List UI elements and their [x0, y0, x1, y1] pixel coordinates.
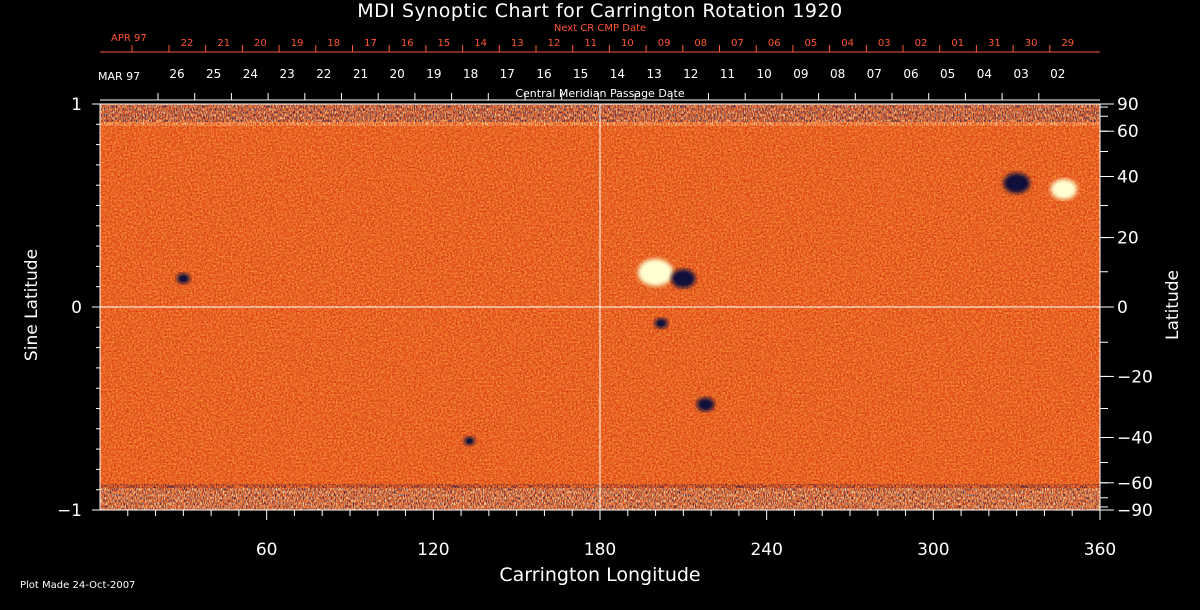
next-date-label: 20 [254, 38, 267, 49]
next-date-label: 13 [511, 38, 524, 49]
cmp-date-label: 20 [390, 67, 405, 81]
x-tick-label: 60 [256, 540, 278, 560]
active-region-core [677, 273, 690, 284]
active-region-core [701, 400, 710, 409]
cmp-date-label: 16 [536, 67, 551, 81]
cmp-date-label: Central Meridian Passage Date [515, 87, 685, 100]
cmp-date-label: 05 [940, 67, 955, 81]
cmp-date-label: 10 [757, 67, 772, 81]
y-tick-label-right: −20 [1117, 367, 1153, 387]
y-tick-label-right: −40 [1117, 428, 1153, 448]
plot-made-date: Plot Made 24-Oct-2007 [20, 580, 136, 591]
current-month-label: MAR 97 [98, 70, 141, 83]
next-date-label: 08 [694, 38, 707, 49]
cmp-date-label: 24 [243, 67, 258, 81]
cmp-date-label: 07 [867, 67, 882, 81]
active-region-core [180, 275, 187, 282]
cmp-date-label: 22 [316, 67, 331, 81]
next-date-label: 21 [217, 38, 230, 49]
active-region-core [466, 438, 473, 444]
x-tick-label: 240 [750, 540, 782, 560]
cmp-date-label: 06 [903, 67, 918, 81]
cmp-date-label: 11 [720, 67, 735, 81]
next-date-label: 30 [1025, 38, 1038, 49]
active-region-core [657, 320, 665, 326]
next-date-label: 22 [181, 38, 194, 49]
x-axis-label: Carrington Longitude [499, 564, 701, 586]
x-tick-label: 360 [1084, 540, 1116, 560]
cmp-date-label: 03 [1013, 67, 1028, 81]
y-tick-label-right: 20 [1117, 229, 1139, 249]
active-region-core [1010, 177, 1024, 189]
cmp-date-label: 15 [573, 67, 588, 81]
y-tick-label-right: 0 [1117, 298, 1128, 318]
y-tick-label-right: 40 [1117, 168, 1139, 188]
cmp-date-label: 02 [1050, 67, 1065, 81]
y-tick-label-right: 90 [1117, 95, 1139, 115]
cmp-date-label: 17 [500, 67, 515, 81]
cmp-date-label: 08 [830, 67, 845, 81]
next-date-label: 17 [364, 38, 377, 49]
next-date-label: 10 [621, 38, 634, 49]
next-date-label: 07 [731, 38, 744, 49]
y-tick-label-left: 1 [71, 95, 82, 115]
cmp-date-label: 19 [426, 67, 441, 81]
y-tick-label-right: 60 [1117, 122, 1139, 142]
next-cr-cmp-label: Next CR CMP Date [553, 23, 647, 34]
next-date-label: 12 [548, 38, 561, 49]
next-date-label: 31 [988, 38, 1001, 49]
y-tick-label-left: 0 [71, 298, 82, 318]
y-tick-label-right: −60 [1117, 474, 1153, 494]
chart-title: MDI Synoptic Chart for Carrington Rotati… [357, 0, 843, 22]
cmp-date-label: 26 [169, 67, 184, 81]
y-tick-label-right: −90 [1117, 501, 1153, 521]
x-tick-label: 300 [917, 540, 949, 560]
next-date-label: 11 [584, 38, 597, 49]
next-date-label: 09 [658, 38, 671, 49]
next-date-label: 01 [951, 38, 964, 49]
active-region-core [1057, 183, 1071, 195]
cmp-date-label: 12 [683, 67, 698, 81]
next-date-label: 14 [474, 38, 487, 49]
next-date-label: 04 [841, 38, 854, 49]
next-date-label: 15 [438, 38, 451, 49]
next-date-label: 16 [401, 38, 414, 49]
cmp-date-label: 18 [463, 67, 478, 81]
next-date-label: 05 [805, 38, 818, 49]
next-date-label: 19 [291, 38, 304, 49]
cmp-date-label: 04 [977, 67, 992, 81]
next-date-label: 03 [878, 38, 891, 49]
next-date-label: 02 [915, 38, 928, 49]
cmp-date-label: 09 [793, 67, 808, 81]
cmp-date-label: 21 [353, 67, 368, 81]
next-date-label: 18 [327, 38, 340, 49]
cmp-date-label: 25 [206, 67, 221, 81]
cmp-date-label: 23 [279, 67, 294, 81]
next-date-label: 29 [1061, 38, 1074, 49]
cmp-date-label: 14 [610, 67, 625, 81]
x-tick-label: 180 [584, 540, 616, 560]
next-month-label: APR 97 [111, 33, 147, 44]
cmp-date-label: 13 [646, 67, 661, 81]
x-tick-label: 120 [417, 540, 449, 560]
y-tick-label-left: −1 [57, 501, 82, 521]
next-date-label: 06 [768, 38, 781, 49]
active-region-core [646, 265, 665, 280]
